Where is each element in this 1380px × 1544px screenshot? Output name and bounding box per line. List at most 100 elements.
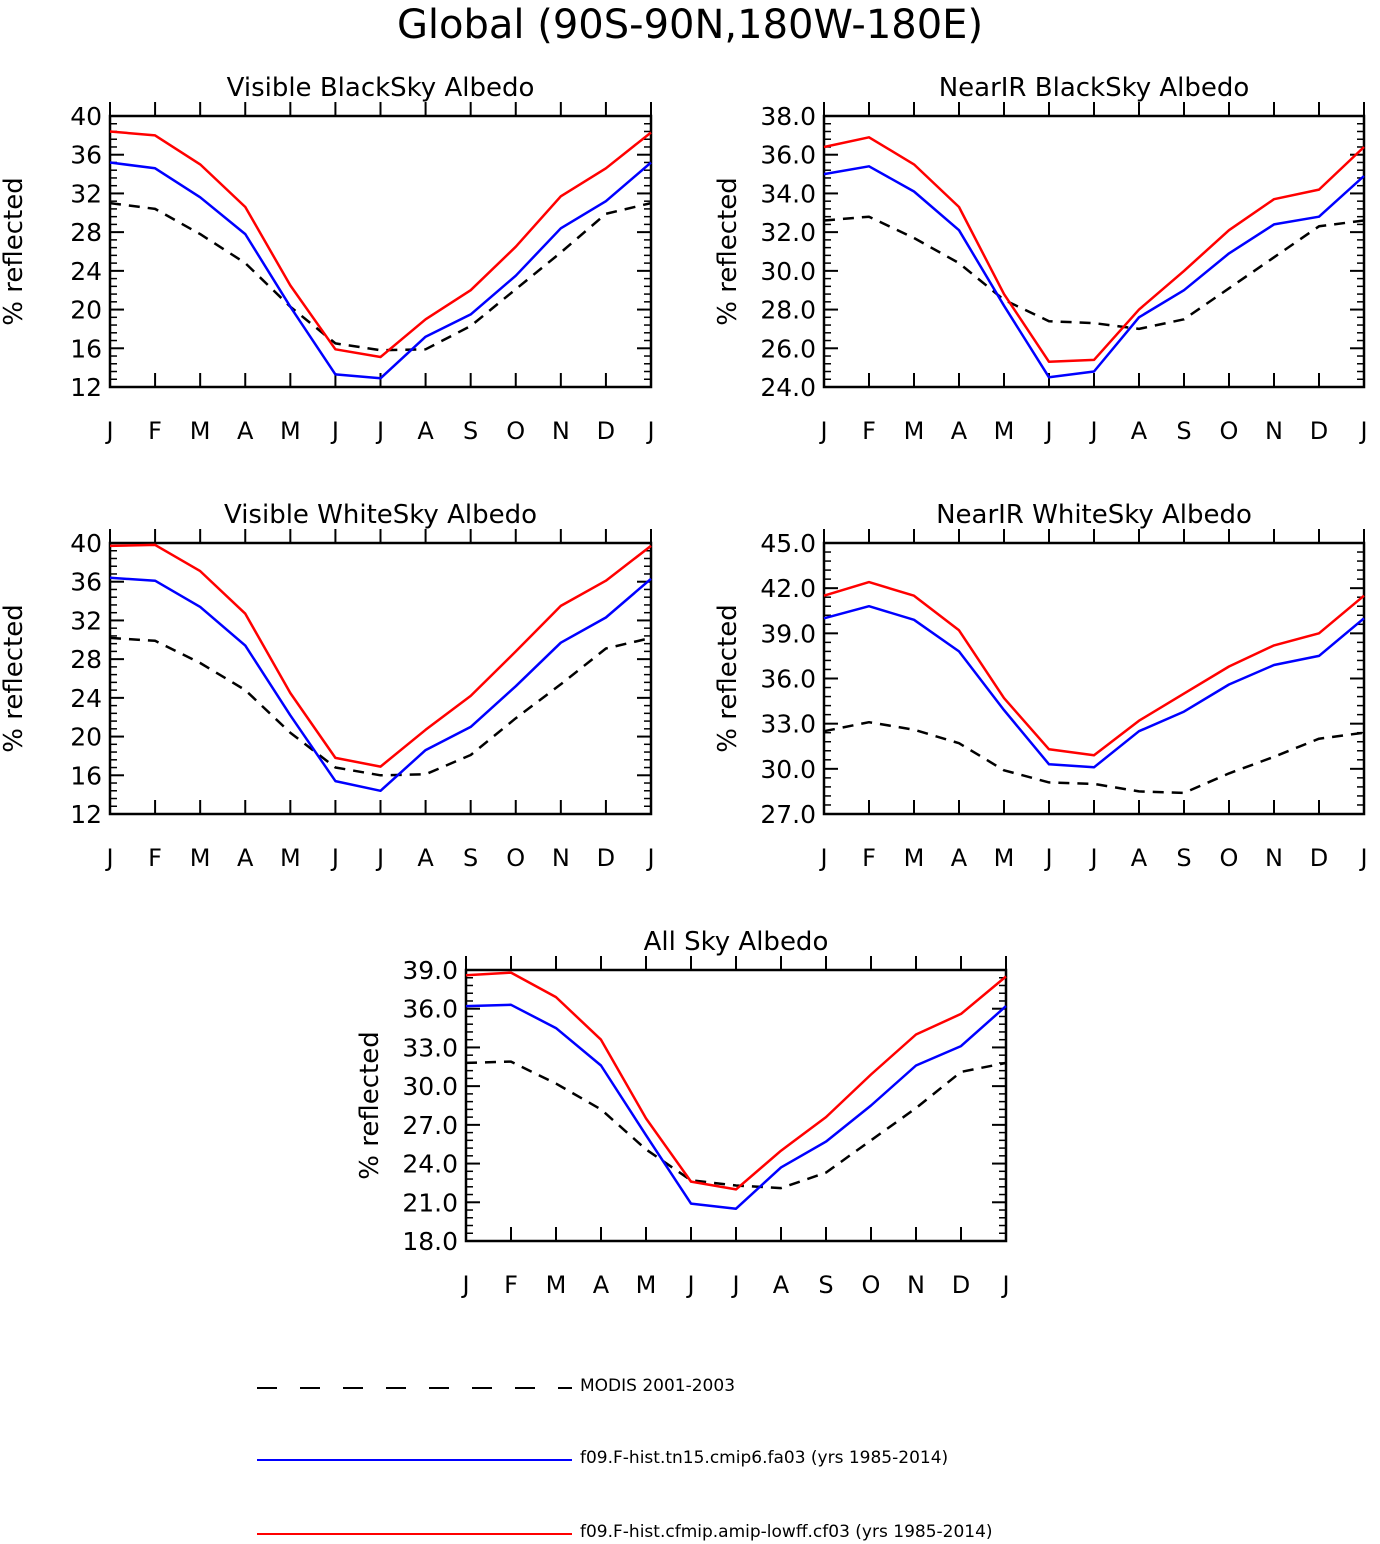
y-tick-label: 27.0 (402, 1111, 458, 1140)
x-tick-label: A (417, 844, 434, 872)
x-tick-label: A (951, 844, 968, 872)
y-axis-label: % reflected (713, 604, 743, 752)
series-modis-line (823, 720, 1365, 795)
x-tick-label: D (952, 1271, 970, 1299)
y-tick-label: 28 (70, 645, 102, 674)
y-tick-label: 21.0 (402, 1188, 458, 1217)
x-tick-label: F (504, 1271, 518, 1299)
x-tick-label: F (862, 844, 876, 872)
x-tick-label: J (330, 844, 339, 872)
y-axis-label: % reflected (0, 177, 29, 325)
series-cmip6-line (109, 576, 652, 793)
y-tick-label: 36.0 (402, 995, 458, 1024)
chart-title: NearIR BlackSky Albedo (939, 73, 1250, 103)
x-tick-label: M (280, 844, 301, 872)
y-tick-label: 28.0 (760, 296, 816, 325)
y-tick-label: 45.0 (760, 529, 816, 558)
legend-label-modis: MODIS 2001-2003 (580, 1376, 736, 1396)
y-tick-label: 16 (70, 761, 102, 790)
chart-title: Visible BlackSky Albedo (227, 73, 535, 103)
x-tick-label: J (645, 417, 654, 445)
x-tick-label: J (645, 844, 654, 872)
x-tick-label: D (1310, 417, 1328, 445)
x-tick-label: A (237, 844, 254, 872)
y-tick-label: 32 (70, 606, 102, 635)
legend-label-cmip6: f09.F-hist.tn15.cmip6.fa03 (yrs 1985-201… (580, 1448, 949, 1468)
y-tick-label: 28 (70, 218, 102, 247)
x-tick-label: J (1043, 417, 1052, 445)
x-tick-label: M (190, 844, 211, 872)
x-tick-label: S (463, 844, 478, 872)
chart-nearir-blacksky-albedo: J F M A M J J A S O N D J24.026.028.030.032.034.036.… (713, 73, 1368, 445)
y-tick-label: 36 (70, 141, 102, 170)
x-tick-label: J (1043, 844, 1052, 872)
chart-nearir-whitesky-albedo: J F M A M J J A S O N D J27.030.033.036.039.042.045.… (713, 500, 1368, 872)
plot-frame (108, 114, 653, 389)
x-tick-label: M (904, 417, 925, 445)
chart-title: All Sky Albedo (644, 927, 829, 957)
y-tick-label: 40 (70, 529, 102, 558)
y-tick-label: 36.0 (760, 665, 816, 694)
series-cfmip-line (109, 543, 652, 768)
x-tick-label: S (463, 417, 478, 445)
series-cfmip-line (823, 580, 1365, 757)
y-axis-label: % reflected (0, 604, 29, 752)
series-cfmip-line (823, 136, 1365, 364)
y-tick-label: 33.0 (402, 1033, 458, 1062)
x-tick-label: A (593, 1271, 610, 1299)
x-tick-label: J (104, 844, 113, 872)
x-tick-label: J (104, 417, 113, 445)
x-tick-label: M (546, 1271, 567, 1299)
plot-frame (464, 968, 1008, 1243)
x-tick-label: O (506, 417, 525, 445)
series-modis-line (109, 636, 652, 777)
y-tick-label: 36.0 (760, 141, 816, 170)
x-tick-label: D (597, 844, 615, 872)
x-tick-label: A (951, 417, 968, 445)
y-tick-label: 32 (70, 179, 102, 208)
series-cmip6-line (823, 165, 1365, 379)
x-tick-label: N (907, 1271, 925, 1299)
y-tick-label: 16 (70, 334, 102, 363)
y-tick-label: 12 (70, 800, 102, 829)
series-modis-line (823, 215, 1365, 331)
y-tick-label: 30.0 (760, 257, 816, 286)
x-tick-label: J (1088, 844, 1097, 872)
series-cfmip-line (109, 130, 652, 359)
x-tick-label: J (1358, 844, 1367, 872)
y-tick-label: 24 (70, 257, 102, 286)
y-tick-label: 38.0 (760, 102, 816, 131)
series-cmip6-line (823, 604, 1365, 769)
chart-title: Visible WhiteSky Albedo (224, 500, 537, 530)
x-tick-label: J (1088, 417, 1097, 445)
x-tick-label: D (597, 417, 615, 445)
series-cfmip-line (465, 971, 1007, 1191)
x-tick-label: M (994, 417, 1015, 445)
y-axis-label: % reflected (713, 177, 743, 325)
x-tick-label: F (148, 417, 162, 445)
x-tick-label: J (818, 844, 827, 872)
x-tick-label: A (1131, 844, 1148, 872)
x-tick-label: J (375, 417, 384, 445)
x-tick-label: J (330, 417, 339, 445)
y-tick-label: 42.0 (760, 574, 816, 603)
x-tick-label: J (730, 1271, 739, 1299)
series-modis-line (465, 1060, 1007, 1190)
y-tick-label: 20 (70, 723, 102, 752)
series-cmip6-line (465, 1003, 1007, 1210)
x-tick-label: J (818, 417, 827, 445)
x-tick-label: S (818, 1271, 833, 1299)
x-tick-label: F (862, 417, 876, 445)
x-tick-label: N (552, 844, 570, 872)
y-tick-label: 36 (70, 568, 102, 597)
plot-frame (822, 114, 1366, 389)
x-tick-label: M (190, 417, 211, 445)
chart-title: NearIR WhiteSky Albedo (936, 500, 1252, 530)
x-tick-label: A (417, 417, 434, 445)
x-tick-label: N (1265, 844, 1283, 872)
y-tick-label: 39.0 (760, 619, 816, 648)
y-tick-label: 12 (70, 373, 102, 402)
